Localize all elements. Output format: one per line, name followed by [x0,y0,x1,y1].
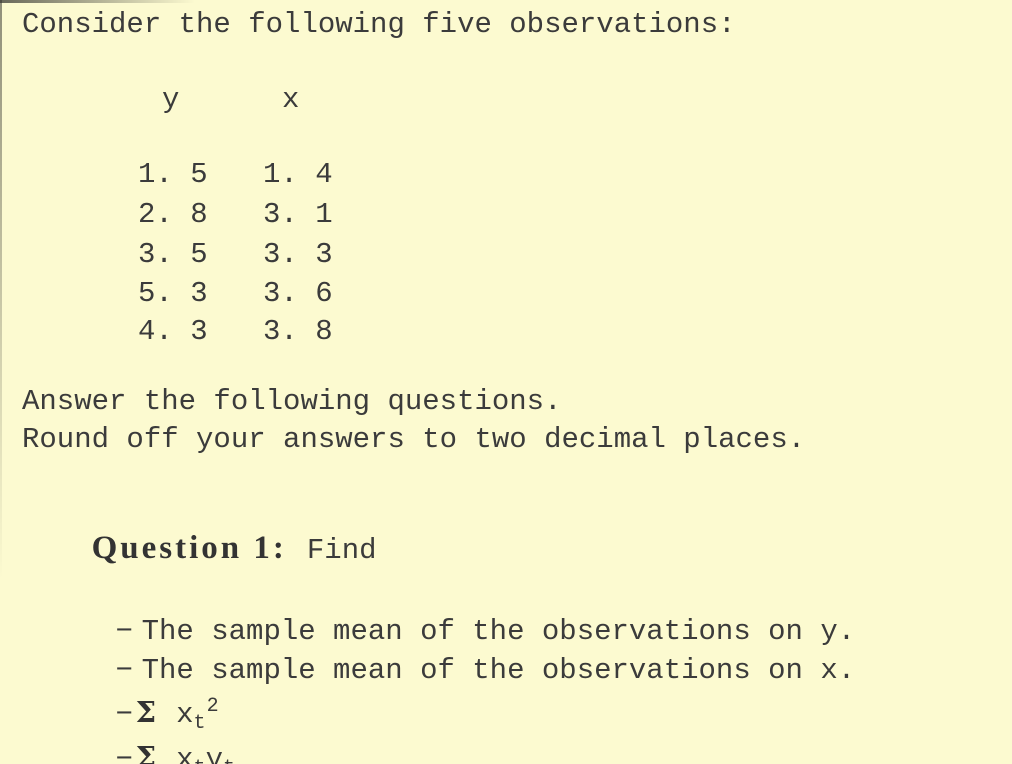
formula-subscript: t [193,712,206,735]
sigma-icon: Σ [135,695,157,729]
table-row: 5. 3 3. 6 [0,278,1012,310]
bullet-text: The sample mean of the observations on y… [141,615,856,648]
y-value: 3. 5 [138,238,208,271]
bullet-formula-sum-xy: −Σxtyt [46,709,235,764]
instruction-line-2: Round off your answers to two decimal pl… [22,423,806,456]
y-value: 1. 5 [138,158,208,191]
dash-marker: − [115,654,134,687]
y-value: 5. 3 [138,277,208,310]
left-edge-artifact [0,0,2,580]
table-header-x: x [282,83,300,116]
x-value: 3. 3 [263,238,333,271]
question-heading: Question 1: Find [22,500,377,599]
x-value: 3. 8 [263,315,333,348]
question-label: Question 1: [91,530,287,566]
bullet-item-mean-x: − The sample mean of the observations on … [46,623,856,719]
formula-subscript: t [223,757,235,764]
formula-superscript: 2 [206,695,219,718]
y-value: 2. 8 [138,198,208,231]
table-row: 2. 8 3. 1 [0,199,1012,231]
instruction-line-1: Answer the following questions. [22,385,562,418]
formula-variable: x [176,743,194,764]
x-value: 1. 4 [263,158,333,191]
top-edge-artifact [0,0,195,3]
x-value: 3. 6 [263,277,333,310]
x-value: 3. 1 [263,198,333,231]
table-row: 4. 3 3. 8 [0,316,1012,348]
table-header-y: y [162,83,180,116]
question-rest: Find [306,534,377,567]
formula-variable: y [205,743,223,764]
dash-marker: − [115,743,134,764]
dash-marker: − [115,698,134,731]
formula-variable: x [176,698,194,731]
table-header-row: y x [0,84,1012,116]
bullet-text: The sample mean of the observations on x… [141,654,856,687]
formula-subscript: t [194,757,206,764]
bullet-formula-sum-x-squared: −Σ xt2 [46,664,219,763]
dash-marker: − [115,615,134,648]
bullet-item-mean-y: − The sample mean of the observations on … [46,584,856,680]
intro-text: Consider the following five observations… [22,8,736,41]
y-value: 4. 3 [138,315,208,348]
sigma-icon: Σ [135,740,157,764]
table-row: 1. 5 1. 4 [0,159,1012,191]
table-row: 3. 5 3. 3 [0,239,1012,271]
